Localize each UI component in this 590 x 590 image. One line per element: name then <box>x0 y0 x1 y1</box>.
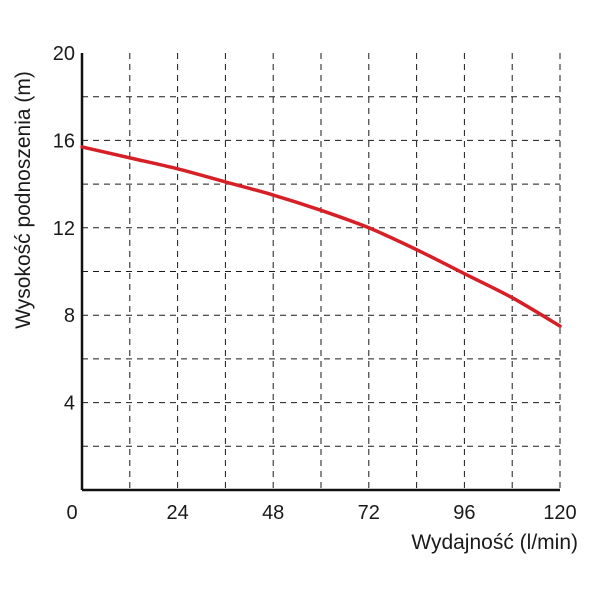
x-tick-label: 0 <box>66 502 77 524</box>
grid-lines <box>82 53 561 490</box>
x-tick-label: 120 <box>543 502 576 524</box>
series-line <box>80 145 562 328</box>
x-axis-title: Wydajność (l/min) <box>411 531 578 554</box>
y-tick-label: 20 <box>53 43 75 65</box>
x-tick-label: 96 <box>453 502 475 524</box>
y-tick-label: 12 <box>53 218 75 240</box>
y-tick-label: 16 <box>53 130 75 152</box>
axes <box>80 53 560 492</box>
y-tick-label: 4 <box>64 393 75 415</box>
y-axis-title: Wysokość podnoszenia (m) <box>12 71 35 329</box>
x-tick-label: 48 <box>262 502 284 524</box>
x-tick-label: 72 <box>358 502 380 524</box>
y-tick-label: 8 <box>64 305 75 327</box>
x-tick-label: 24 <box>166 502 188 524</box>
series-layer <box>80 145 562 328</box>
